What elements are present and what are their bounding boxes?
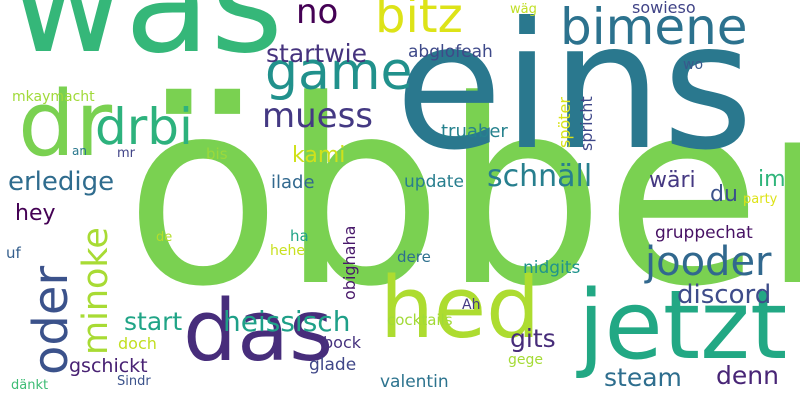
word-ilade: ilade: [271, 172, 315, 194]
word-mkaymacht: mkaymacht: [12, 88, 95, 105]
word-heissisch: heissisch: [223, 304, 351, 338]
word-erledige: erledige: [8, 166, 115, 197]
word-du: du: [710, 181, 738, 207]
word-sindr: Sindr: [117, 373, 151, 389]
word-game: game: [265, 41, 413, 102]
word-party: party: [743, 191, 778, 207]
word-truaber: truaber: [441, 121, 508, 143]
word-obighaha: obighaha: [340, 225, 360, 300]
word-gits: gits: [510, 323, 556, 353]
word-bis: bis: [206, 145, 228, 164]
word-valentin: valentin: [380, 372, 449, 393]
word-ah: Ah: [462, 296, 481, 313]
word-hehe: hehe: [270, 242, 305, 259]
word-drbi: drbi: [95, 97, 193, 156]
word-spricht: spricht: [577, 96, 597, 151]
word-start: start: [124, 306, 183, 336]
word-jetzt: jetzt: [578, 270, 788, 381]
word-de: de: [156, 229, 173, 245]
word-bock: bock: [323, 333, 362, 353]
word-abglofeah: abglofeah: [408, 42, 493, 63]
word-im: im: [758, 166, 786, 192]
word-wari: wäri: [649, 167, 696, 193]
word-update: update: [404, 172, 464, 193]
word-kami: kami: [292, 142, 346, 168]
word-ha: ha: [290, 227, 309, 246]
word-nidgits: nidgits: [523, 258, 581, 279]
word-wo: wo: [683, 56, 704, 73]
word-gruppechat: gruppechat: [655, 223, 753, 244]
word-an: an: [72, 143, 87, 158]
word-muess: muess: [262, 96, 374, 137]
word-doch: doch: [118, 334, 157, 354]
word-dankt: dänkt: [11, 377, 49, 393]
word-denn: denn: [716, 360, 779, 390]
word-das: das: [183, 281, 334, 381]
word-eins: eins: [395, 0, 754, 190]
word-bitz: bitz: [375, 0, 463, 45]
word-obber: öbber: [125, 45, 800, 343]
word-spoter: spöter: [555, 97, 575, 148]
word-was: was: [10, 0, 284, 85]
word-gege: gege: [508, 351, 543, 368]
word-steam: steam: [604, 362, 682, 392]
word-hey: hey: [15, 200, 56, 226]
word-schnall: schnäll: [487, 159, 593, 195]
word-no: no: [296, 0, 339, 33]
word-uf: uf: [6, 244, 21, 263]
word-discord: discord: [677, 279, 772, 310]
word-mr: mr: [117, 145, 136, 161]
word-glade: glade: [309, 355, 357, 376]
word-cocktails: cocktails: [387, 311, 453, 330]
word-sowieso: sowieso: [632, 0, 696, 18]
word-jooder: jooder: [645, 238, 772, 285]
word-startwie: startwie: [266, 38, 368, 68]
word-minoke: minoke: [76, 227, 117, 355]
word-gschickt: gschickt: [69, 355, 148, 378]
word-bimene: bimene: [560, 0, 748, 56]
word-wag: wäg: [510, 1, 537, 17]
word-hed: hed: [380, 258, 541, 358]
word-dr: dr: [18, 72, 113, 178]
word-dere: dere: [397, 248, 431, 267]
